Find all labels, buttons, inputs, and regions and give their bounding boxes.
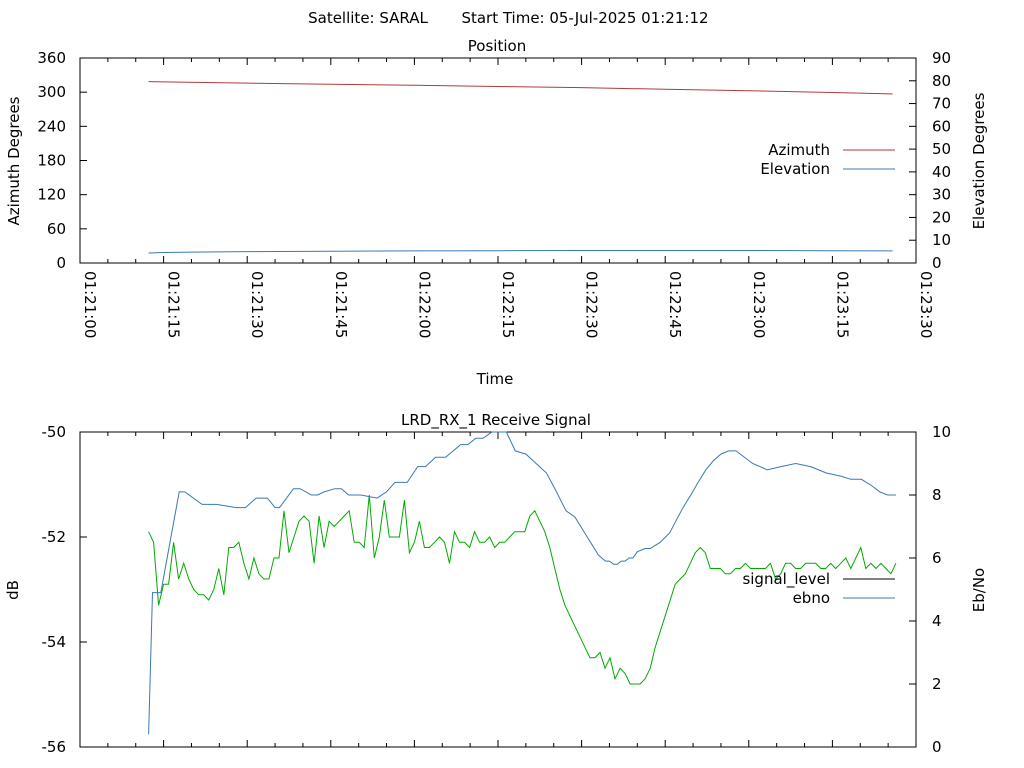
receive-signal-legend-label: signal_level [742,570,830,589]
position-y2-tick-label: 30 [932,186,951,204]
receive-signal-y-tick-label: -54 [42,633,67,651]
receive-signal-y-axis-label: dB [4,580,22,600]
position-y-tick-label: 300 [37,83,66,101]
position-y2-axis-label: Elevation Degrees [970,92,988,229]
position-y2-tick-label: 80 [932,72,951,90]
position-y2-tick-label: 20 [932,208,951,226]
position-x-tick-label: 01:21:45 [332,271,350,338]
position-y-axis-label: Azimuth Degrees [5,96,23,225]
position-chart: Position Time Azimuth Degrees Elevation … [5,37,988,388]
position-x-axis-label: Time [476,370,514,388]
position-y-tick-label: 60 [47,220,66,238]
position-legend-label: Azimuth [768,141,830,159]
position-series-azimuth [148,81,893,95]
position-x-tick-label: 01:22:30 [583,271,601,338]
receive-signal-y2-tick-label: 10 [932,423,951,441]
receive-signal-plot-frame [79,431,917,748]
position-y-tick-label: 120 [37,186,66,204]
position-y2-tick-label: 40 [932,163,951,181]
receive-signal-y2-tick-label: 2 [932,675,942,693]
position-y-tick-label: 240 [37,117,66,135]
receive-signal-series-ebno [148,431,896,735]
receive-signal-y2-axis-label: Eb/No [970,568,988,612]
position-y-tick-label: 360 [37,49,66,67]
position-y2-tick-label: 60 [932,117,951,135]
position-x-tick-label: 01:23:00 [750,271,768,338]
position-x-tick-label: 01:21:00 [81,271,99,338]
position-y2-tick-label: 90 [932,49,951,67]
start-time-label: Start Time: 05-Jul-2025 01:21:12 [461,9,708,27]
position-x-tick-label: 01:22:00 [415,271,433,338]
position-y-tick-label: 0 [56,254,66,272]
receive-signal-y2-tick-label: 0 [932,738,942,756]
position-x-tick-label: 01:23:30 [917,271,935,338]
receive-signal-y-tick-label: -52 [42,528,67,546]
receive-signal-y2-tick-label: 4 [932,612,942,630]
receive-signal-y2-tick-label: 8 [932,486,942,504]
receive-signal-legend-label: ebno [793,589,830,607]
position-legend-label: Elevation [760,160,830,178]
receive-signal-series-signal-level [148,494,897,685]
receive-signal-chart-title: LRD_RX_1 Receive Signal [401,411,591,430]
position-chart-title: Position [468,37,526,55]
position-y2-tick-label: 50 [932,140,951,158]
receive-signal-y2-tick-label: 6 [932,549,942,567]
position-y2-tick-label: 70 [932,95,951,113]
position-x-tick-label: 01:21:15 [165,271,183,338]
position-y-tick-label: 180 [37,152,66,170]
satellite-label: Satellite: SARAL [308,9,428,27]
receive-signal-y-tick-label: -56 [42,738,67,756]
position-x-tick-label: 01:22:45 [666,271,684,338]
position-y2-tick-label: 0 [932,254,942,272]
receive-signal-chart: LRD_RX_1 Receive Signal dB Eb/No -50 -52 -… [4,411,988,756]
position-series-elevation [148,250,893,254]
position-x-tick-label: 01:23:15 [833,271,851,338]
receive-signal-y-tick-label: -50 [42,423,67,441]
position-y2-tick-label: 10 [932,231,951,249]
position-x-tick-label: 01:22:15 [499,271,517,338]
position-x-tick-label: 01:21:30 [248,271,266,338]
